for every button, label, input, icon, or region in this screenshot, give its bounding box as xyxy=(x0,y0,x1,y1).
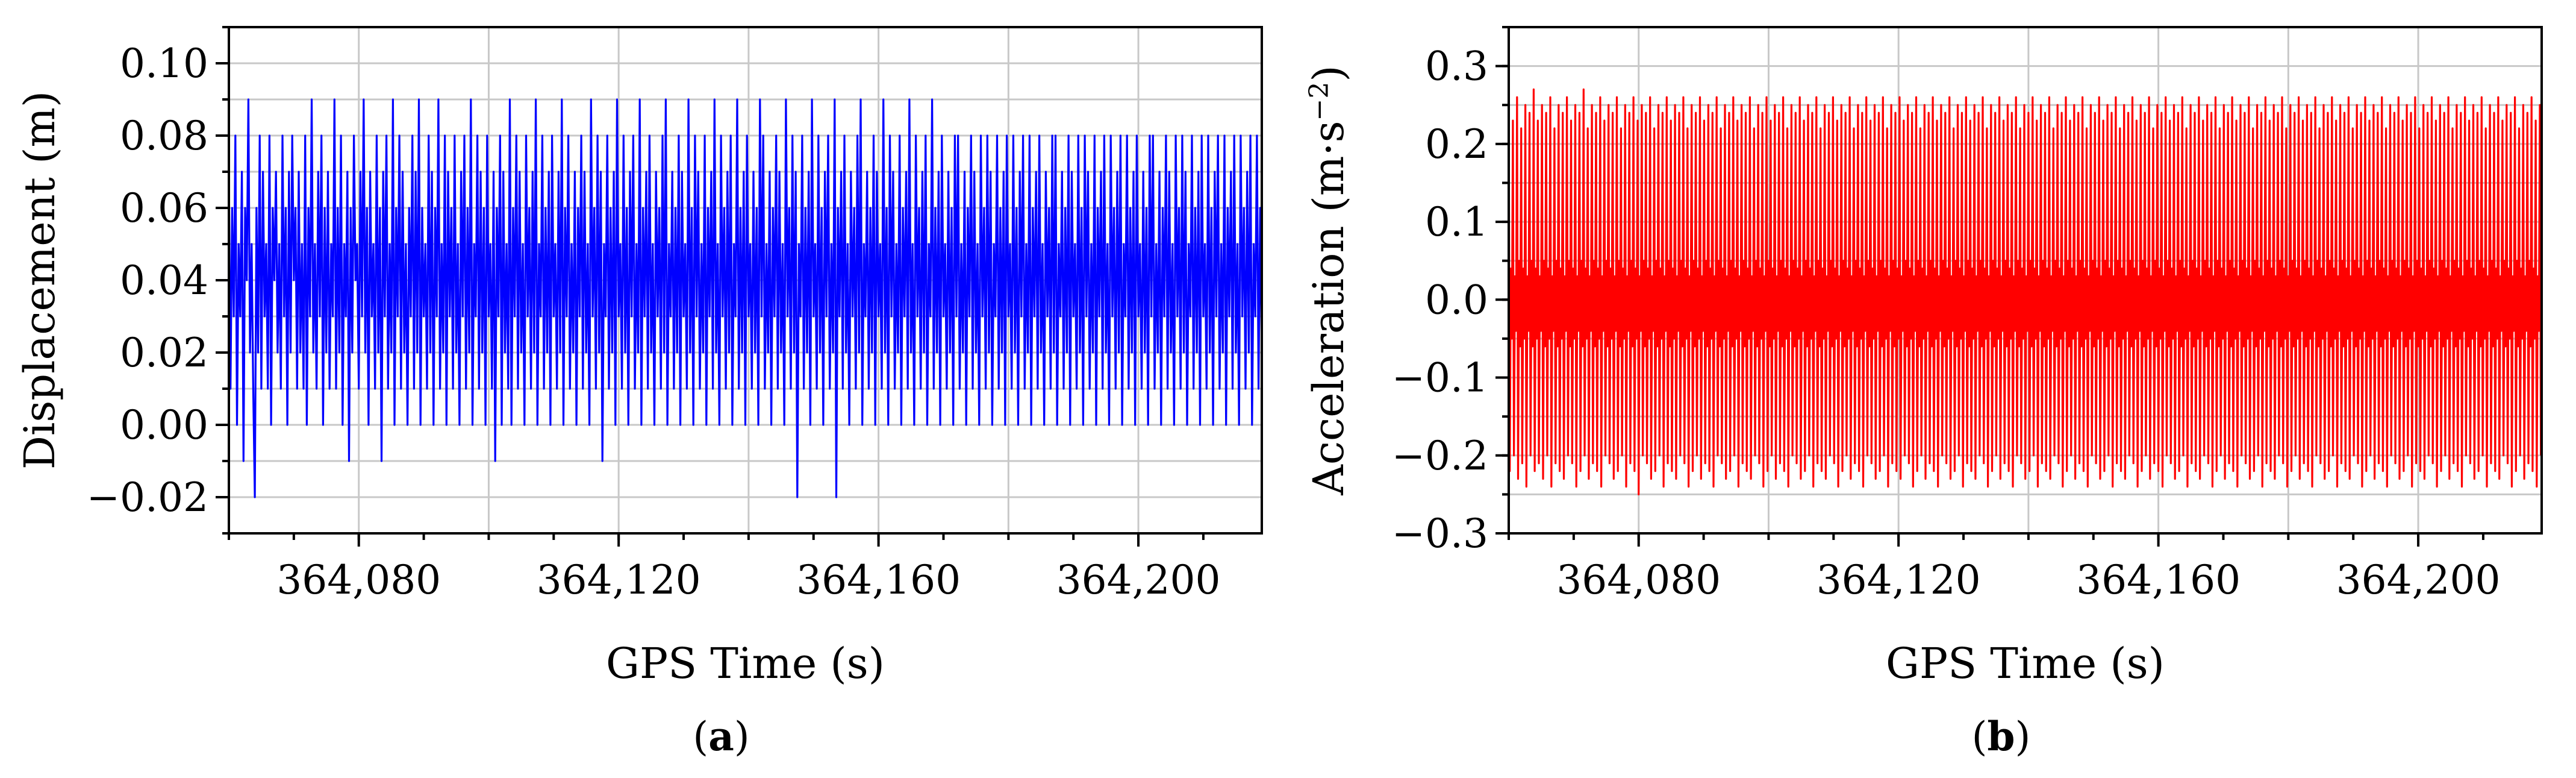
y-tick-label: 0.06 xyxy=(120,185,208,231)
acceleration-x-axis-title: GPS Time (s) xyxy=(1886,639,2165,688)
series-line xyxy=(1508,88,2542,495)
displacement-ticks: 364,080 364,120 364,160 364,200 −0.02 0.00 0.0… xyxy=(87,26,1221,603)
y-tick-label: −0.2 xyxy=(1392,433,1488,479)
y-tick-label: −0.3 xyxy=(1392,510,1488,557)
x-tick-label: 364,200 xyxy=(1056,557,1221,603)
y-tick-label: 0.02 xyxy=(120,330,208,376)
x-tick-label: 364,080 xyxy=(276,557,441,603)
series-line xyxy=(228,98,1263,498)
displacement-y-axis-title: Displacement (m) xyxy=(15,91,64,469)
panel-label-b-open: ( xyxy=(1972,714,1988,760)
acceleration-ticks: 364,080 364,120 364,160 364,200 −0.3 −0.2 −0.1… xyxy=(1392,26,2501,603)
panel-label-a: (a) xyxy=(693,713,749,760)
panel-label-b-close: ) xyxy=(2015,714,2031,760)
acceleration-chart: 364,080 364,120 364,160 364,200 −0.3 −0.2 −0.1… xyxy=(1304,26,2543,760)
y-tick-label: 0.1 xyxy=(1425,199,1488,245)
y-tick-label: 0.10 xyxy=(120,40,208,87)
displacement-chart: 364,080 364,120 364,160 364,200 −0.02 0.00 0.0… xyxy=(15,26,1263,760)
panel-label-a-letter: a xyxy=(708,713,734,760)
acceleration-plot-frame xyxy=(1508,26,2543,535)
y-tick-label: 0.2 xyxy=(1425,121,1488,168)
x-tick-label: 364,200 xyxy=(2336,557,2501,603)
acceleration-y-axis-title-main: Acceleration (m·s xyxy=(1304,121,1353,495)
y-tick-label: 0.0 xyxy=(1425,277,1488,323)
y-tick-label: 0.08 xyxy=(120,113,208,159)
x-tick-label: 364,160 xyxy=(2076,557,2241,603)
acceleration-y-axis-title-sup: −2 xyxy=(1304,82,1335,121)
acceleration-series xyxy=(1508,88,2542,495)
displacement-x-axis-title: GPS Time (s) xyxy=(606,639,885,688)
x-tick-label: 364,120 xyxy=(1817,557,1981,603)
acceleration-y-axis-title-end: ) xyxy=(1304,65,1353,81)
y-tick-label: 0.04 xyxy=(120,257,208,304)
displacement-series xyxy=(228,98,1263,498)
x-tick-label: 364,160 xyxy=(796,557,961,603)
x-tick-label: 364,120 xyxy=(537,557,701,603)
panel-label-a-open: ( xyxy=(693,714,708,760)
panel-label-b: (b) xyxy=(1972,713,2031,760)
y-tick-label: 0.3 xyxy=(1425,43,1488,90)
panel-label-a-close: ) xyxy=(734,714,750,760)
y-tick-label: −0.02 xyxy=(87,474,208,521)
y-tick-label: 0.00 xyxy=(120,402,208,448)
y-tick-label: −0.1 xyxy=(1392,355,1488,401)
panel-label-b-letter: b xyxy=(1987,713,2015,760)
x-tick-label: 364,080 xyxy=(1556,557,1721,603)
acceleration-y-axis-title: Acceleration (m·s−2) xyxy=(1304,65,1354,495)
